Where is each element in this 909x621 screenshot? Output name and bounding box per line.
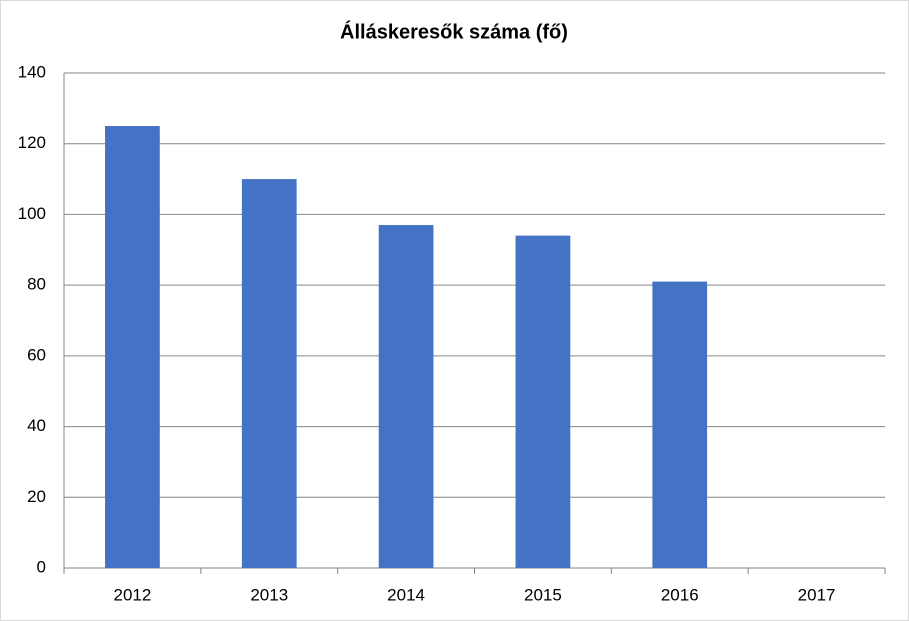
y-tick-label: 120 [18,133,46,152]
y-tick-label: 0 [37,557,46,576]
x-tick-label: 2016 [661,585,699,604]
y-tick-label: 80 [27,275,46,294]
x-tick-label: 2013 [250,585,288,604]
y-tick-label: 60 [27,345,46,364]
y-tick-label: 100 [18,204,46,223]
x-tick-label: 2012 [114,585,152,604]
y-tick-label: 140 [18,62,46,81]
y-tick-label: 40 [27,416,46,435]
bar [105,126,160,569]
bar [652,281,708,568]
y-tick-label: 20 [27,487,46,506]
x-tick-label: 2015 [524,585,562,604]
chart-title: Álláskeresők száma (fő) [340,20,568,43]
x-tick-label: 2017 [798,585,836,604]
bar [515,235,571,568]
bar [241,179,297,569]
bar [378,225,434,569]
x-tick-label: 2014 [387,585,425,604]
